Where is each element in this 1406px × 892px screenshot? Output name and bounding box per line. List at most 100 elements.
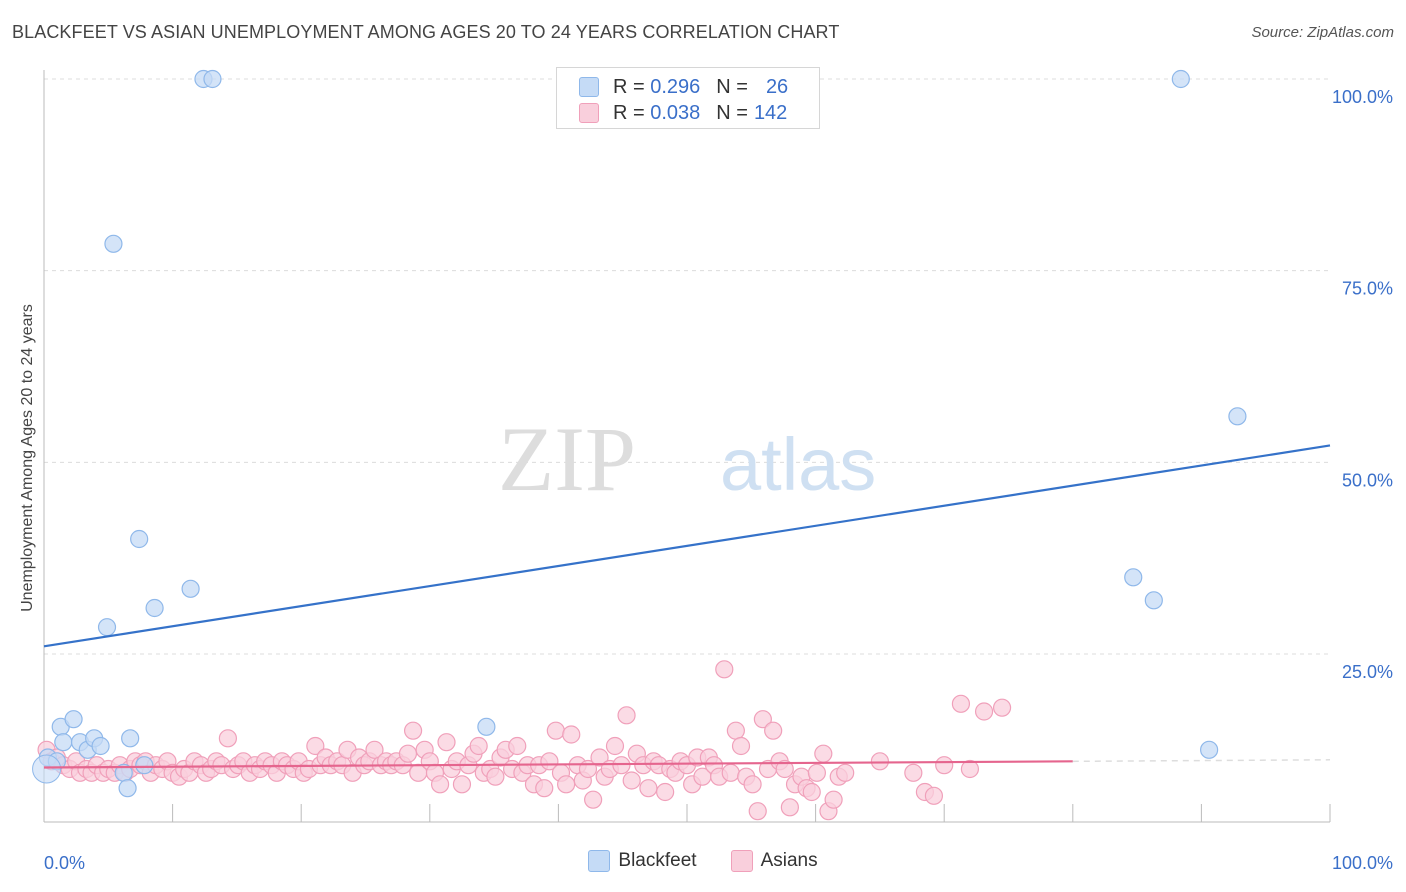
blackfeet-trend-line — [43, 444, 1331, 648]
asians-point — [469, 736, 488, 756]
legend-r-label: R = — [613, 75, 645, 98]
x-tick-label: 100.0% — [1332, 853, 1393, 873]
asians-point — [721, 763, 740, 782]
asians-point — [605, 736, 625, 756]
asians-point — [365, 740, 384, 759]
asians-point — [612, 756, 631, 775]
asians-point — [951, 694, 971, 713]
asians-point — [992, 698, 1012, 717]
asians-point — [535, 779, 554, 798]
asians-point — [584, 790, 603, 809]
x-tick-labels: 0.0% 100.0% — [44, 853, 1393, 873]
asians-point — [403, 721, 423, 740]
asians-point — [924, 786, 944, 805]
asians-point — [807, 763, 826, 782]
asians-point — [726, 721, 745, 740]
asians-point — [814, 744, 833, 763]
asians-point — [639, 779, 658, 798]
asians-point — [218, 729, 237, 748]
blackfeet-point — [1171, 69, 1190, 89]
asians-point — [508, 736, 527, 756]
watermark-zip: ZIP — [498, 408, 636, 510]
asians-point — [743, 775, 762, 794]
legend-swatch-blackfeet — [588, 850, 611, 872]
legend-r-value-blackfeet: 0.296 — [650, 75, 701, 98]
legend-swatch-blackfeet — [579, 77, 599, 97]
blackfeet-point — [64, 710, 83, 729]
asians-point — [935, 756, 954, 775]
y-tick-label: 50.0% — [1342, 470, 1393, 490]
asians-point — [306, 736, 325, 756]
axes — [43, 70, 1331, 823]
asians-point — [731, 736, 751, 756]
asians-point — [452, 775, 472, 794]
trend-lines — [43, 444, 1331, 769]
asians-point — [764, 721, 783, 740]
gridlines — [44, 78, 1330, 655]
blackfeet-point — [118, 779, 137, 798]
asians-point — [753, 710, 772, 729]
blackfeet-point — [32, 754, 62, 784]
asians-point — [824, 790, 843, 809]
asians-point — [904, 763, 923, 782]
watermark: ZIP atlas — [498, 408, 876, 510]
asians-point — [437, 733, 456, 752]
asians-point — [557, 775, 576, 794]
blackfeet-point — [477, 717, 496, 736]
blackfeet-point — [97, 618, 117, 637]
correlation-legend: R = 0.296 N = 26 R = 0.038 N = 142 — [556, 67, 820, 129]
asians-point — [870, 752, 890, 771]
blackfeet-point — [130, 529, 149, 549]
asians-trend-extension — [1072, 759, 1331, 763]
series-asians — [37, 660, 1012, 821]
asians-point — [562, 725, 581, 744]
legend-n-label: N = — [716, 101, 748, 124]
asians-point — [430, 775, 450, 794]
y-tick-label: 25.0% — [1342, 662, 1393, 682]
y-tick-labels: 25.0% 50.0% 75.0% 100.0% — [1332, 87, 1393, 682]
x-tick-label: 0.0% — [44, 853, 85, 873]
asians-point — [748, 802, 767, 821]
asians-point — [656, 782, 675, 802]
blackfeet-point — [54, 733, 73, 752]
asians-point — [540, 752, 559, 771]
asians-point — [398, 744, 418, 763]
legend-row-asians: R = 0.038 N = 142 — [579, 100, 787, 126]
series-legend: Blackfeet Asians — [0, 850, 1406, 872]
blackfeet-point — [1144, 591, 1163, 610]
blackfeet-point — [91, 736, 110, 756]
legend-swatch-asians — [579, 103, 599, 123]
series-blackfeet — [32, 69, 1247, 798]
legend-item-blackfeet[interactable]: Blackfeet — [588, 850, 697, 872]
legend-item-asians[interactable]: Asians — [730, 850, 818, 872]
asians-point — [836, 763, 855, 782]
asians-point — [780, 798, 799, 817]
asians-point — [715, 660, 734, 679]
legend-swatch-asians — [730, 850, 753, 872]
asians-point — [775, 759, 794, 779]
legend-label-asians: Asians — [760, 850, 818, 871]
y-tick-label: 100.0% — [1332, 87, 1393, 107]
blackfeet-point — [1124, 568, 1143, 587]
blackfeet-point — [121, 729, 140, 748]
legend-n-value-asians: 142 — [753, 101, 788, 124]
asians-point — [960, 759, 980, 779]
asians-point — [802, 782, 821, 802]
asians-point — [546, 721, 565, 740]
watermark-atlas: atlas — [720, 423, 876, 506]
legend-n-value-blackfeet: 26 — [765, 75, 789, 98]
y-tick-label: 75.0% — [1342, 279, 1393, 299]
asians-point — [617, 706, 636, 725]
blackfeet-point — [104, 234, 123, 253]
blackfeet-point — [1200, 740, 1219, 759]
legend-n-label: N = — [716, 75, 748, 98]
legend-r-label: R = — [613, 101, 645, 124]
asians-point — [486, 767, 505, 786]
asians-point — [590, 748, 609, 767]
blackfeet-point — [145, 598, 164, 618]
source-label: Source: ZipAtlas.com — [1251, 24, 1394, 41]
asians-point — [622, 771, 641, 790]
legend-label-blackfeet: Blackfeet — [618, 850, 697, 871]
asians-point — [974, 702, 994, 721]
blackfeet-point — [135, 756, 154, 775]
